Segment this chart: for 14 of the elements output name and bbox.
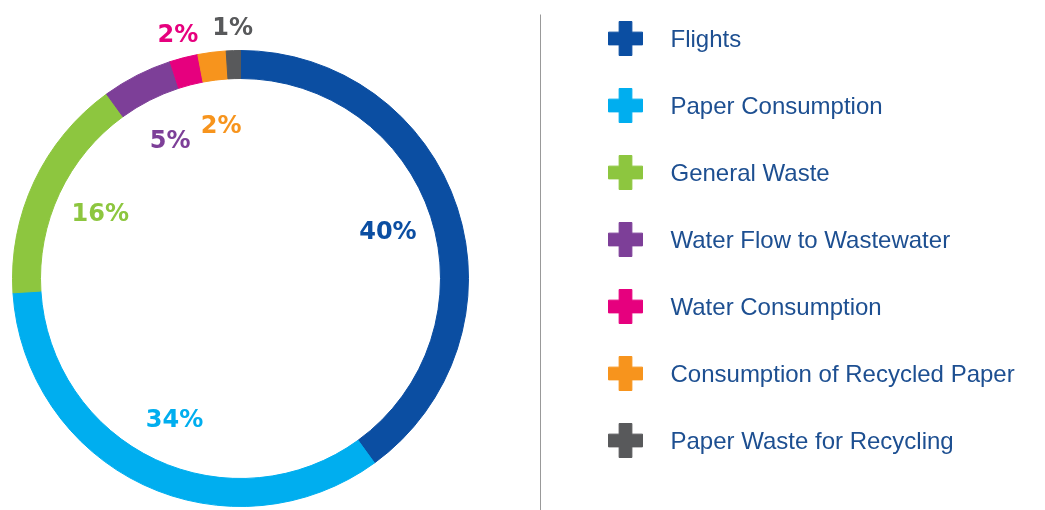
data-label: 16%	[71, 198, 129, 227]
data-label: 40%	[359, 216, 417, 245]
data-label: 34%	[145, 404, 204, 433]
data-label: 2%	[200, 110, 242, 139]
legend-label: Water Flow to Wastewater	[670, 226, 951, 253]
legend-label: Water Consumption	[670, 293, 882, 320]
legend-label: Paper Waste for Recycling	[670, 427, 954, 454]
data-label: 5%	[149, 126, 191, 155]
data-label: 2%	[157, 20, 199, 49]
data-label: 1%	[212, 12, 253, 41]
legend-label: Flights	[670, 25, 742, 52]
legend-label: Paper Consumption	[670, 92, 883, 119]
legend-label: Consumption of Recycled Paper	[670, 360, 1015, 387]
legend-label: General Waste	[670, 159, 830, 186]
